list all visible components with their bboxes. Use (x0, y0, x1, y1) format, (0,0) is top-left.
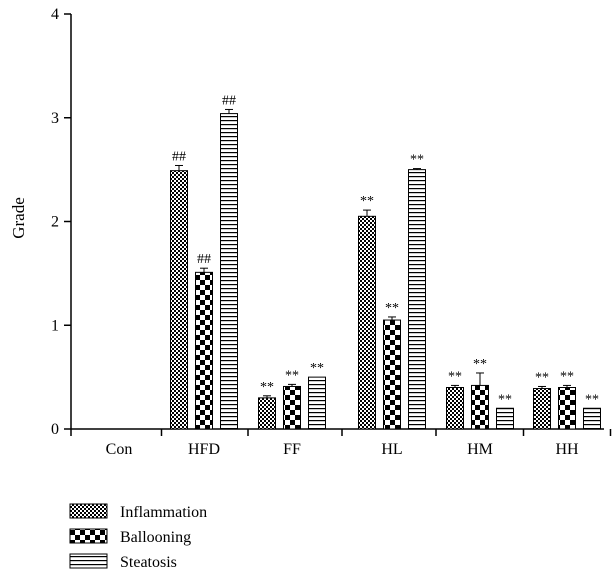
x-tick-label: HL (381, 441, 402, 458)
x-tick-label: HH (555, 441, 579, 458)
significance-label: ## (172, 149, 186, 164)
y-tick-label: 3 (51, 110, 59, 127)
bar-inflammation-hfd (170, 170, 188, 430)
significance-label: ** (535, 370, 549, 385)
bar-ballooning-hm (471, 384, 489, 430)
y-tick-label: 2 (51, 214, 59, 231)
x-tick-label: HFD (188, 441, 220, 458)
y-axis-ticks: 0 1 2 3 4 (51, 6, 71, 438)
significance-label: ** (285, 368, 299, 383)
bar-steatosis-ff (308, 376, 326, 430)
bar-inflammation-ff (258, 397, 276, 430)
bar-ballooning-hfd (195, 271, 213, 430)
legend-swatch-steatosis (69, 553, 108, 569)
bar-inflammation-hh (533, 388, 551, 430)
significance-label: ** (385, 301, 399, 316)
bar-steatosis-hl (408, 169, 426, 430)
bar-inflammation-hm (446, 387, 464, 430)
bar-inflammation-hl (358, 215, 376, 430)
significance-label: ** (360, 194, 374, 209)
significance-label: ** (448, 369, 462, 384)
legend: Inflammation Ballooning Steatosis (69, 503, 207, 571)
bars (170, 108, 601, 430)
significance-label: ** (498, 392, 512, 407)
y-tick-label: 1 (51, 317, 59, 334)
y-tick-label: 4 (51, 6, 59, 23)
significance-annotations: ## ** ** ** ** ## ** ** ** ** ## ** ** ** ** (172, 93, 599, 407)
bar-ballooning-ff (283, 385, 301, 430)
legend-label-inflammation: Inflammation (120, 504, 207, 521)
significance-label: ** (410, 153, 424, 168)
bar-steatosis-hm (496, 407, 514, 430)
x-tick-label: HM (467, 441, 493, 458)
bar-steatosis-hfd (220, 113, 238, 430)
bar-ballooning-hh (558, 387, 576, 430)
significance-label: ** (585, 392, 599, 407)
significance-label: ** (473, 357, 487, 372)
legend-label-ballooning: Ballooning (120, 529, 191, 546)
significance-label: ## (222, 93, 236, 108)
legend-label-steatosis: Steatosis (120, 554, 177, 571)
bar-ballooning-hl (383, 319, 401, 430)
bar-steatosis-hh (583, 407, 601, 430)
significance-label: ** (310, 361, 324, 376)
significance-label: ** (260, 380, 274, 395)
legend-swatch-inflammation (69, 503, 108, 519)
legend-swatch-ballooning (69, 528, 108, 544)
y-axis-label: Grade (9, 197, 28, 239)
x-tick-label: Con (106, 441, 133, 458)
x-tick-label: FF (283, 441, 301, 458)
y-tick-label: 0 (51, 421, 59, 438)
axes (70, 14, 604, 430)
significance-label: ** (560, 369, 574, 384)
x-axis-ticks: Con HFD FF HL HM HH (70, 429, 612, 458)
significance-label: ## (197, 252, 211, 267)
